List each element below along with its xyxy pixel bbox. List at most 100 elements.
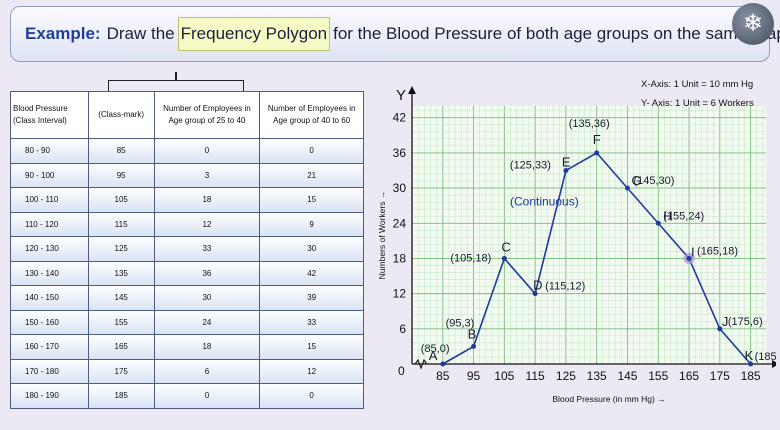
point-letter: D bbox=[533, 278, 542, 293]
x-tick-label: 105 bbox=[494, 369, 514, 383]
y-tick-label: 6 bbox=[399, 322, 406, 336]
cell-age-40-60: 42 bbox=[259, 260, 364, 286]
title-text-end: for the Blood Pressure of both age group… bbox=[333, 24, 780, 43]
data-point bbox=[563, 168, 569, 173]
cell-class-interval: 170 - 180 bbox=[10, 358, 89, 384]
table-row: 140 - 150 145 30 39 bbox=[10, 285, 364, 311]
point-coordinate-label: (85,0) bbox=[421, 343, 450, 355]
cell-class-mark: 155 bbox=[87, 309, 155, 335]
data-point bbox=[471, 343, 477, 349]
data-point bbox=[686, 255, 692, 261]
cell-age-40-60: 12 bbox=[259, 358, 364, 384]
cell-age-25-40: 0 bbox=[153, 383, 261, 409]
cell-age-25-40: 33 bbox=[153, 236, 261, 262]
cell-class-interval: 140 - 150 bbox=[10, 285, 89, 311]
x-tick-label: 145 bbox=[617, 369, 637, 383]
x-tick-label: 125 bbox=[556, 369, 576, 383]
cell-class-mark: 115 bbox=[87, 211, 155, 237]
point-coordinate-label: (105,18) bbox=[450, 252, 491, 264]
channel-logo-icon: ❄ bbox=[732, 3, 774, 45]
data-point bbox=[594, 150, 600, 156]
point-letter: A bbox=[429, 348, 438, 363]
cell-class-interval: 90 - 100 bbox=[10, 162, 89, 188]
point-coordinate-label: (175,6) bbox=[728, 316, 763, 328]
table-row: 180 - 190 185 0 0 bbox=[10, 383, 364, 409]
y-scale-note: Y- Axis: 1 Unit = 6 Workers bbox=[641, 98, 754, 109]
y-axis-letter: Y bbox=[396, 87, 406, 104]
y-axis-label: Numbers of Workers → bbox=[377, 191, 387, 280]
cell-class-interval: 150 - 160 bbox=[10, 309, 89, 335]
cell-class-mark: 125 bbox=[87, 236, 155, 262]
data-point bbox=[717, 326, 723, 332]
table-header-row: Blood Pressure (Class Interval) (Class-m… bbox=[10, 91, 364, 139]
header-age-40-60: Number of Employees in Age group of 40 t… bbox=[259, 91, 364, 139]
example-label: Example: bbox=[25, 24, 101, 43]
cell-age-25-40: 18 bbox=[153, 187, 261, 213]
table-row: 120 - 130 125 33 30 bbox=[10, 236, 364, 262]
point-coordinate-label: (185,0) bbox=[755, 351, 776, 363]
cell-class-mark: 95 bbox=[87, 162, 155, 188]
table-row: 110 - 120 115 12 9 bbox=[10, 211, 364, 237]
point-letter: I bbox=[691, 244, 695, 259]
point-coordinate-label: (115,12) bbox=[545, 281, 585, 293]
table-row: 150 - 160 155 24 33 bbox=[10, 309, 364, 335]
y-tick-label: 18 bbox=[393, 251, 407, 265]
data-point bbox=[748, 361, 754, 367]
x-axis-label: Blood Pressure (in mm Hg) → bbox=[552, 394, 665, 404]
data-point bbox=[440, 361, 446, 367]
cell-age-25-40: 12 bbox=[153, 211, 261, 237]
y-axis-arrow bbox=[408, 86, 416, 94]
cell-age-25-40: 3 bbox=[153, 162, 261, 188]
header-age-25-40: Number of Employees in Age group of 25 t… bbox=[153, 91, 261, 139]
cell-class-mark: 175 bbox=[87, 358, 155, 384]
y-tick-label: 42 bbox=[393, 111, 407, 125]
table-row: 80 - 90 85 0 0 bbox=[10, 138, 364, 164]
cell-class-interval: 160 - 170 bbox=[10, 334, 89, 360]
data-point bbox=[532, 291, 538, 297]
cell-class-mark: 145 bbox=[87, 285, 155, 311]
cell-age-25-40: 36 bbox=[153, 260, 261, 286]
plot-background bbox=[412, 106, 766, 364]
table-row: 90 - 100 95 3 21 bbox=[10, 162, 364, 188]
cell-age-40-60: 0 bbox=[259, 383, 364, 409]
x-tick-label: 155 bbox=[648, 369, 668, 383]
age-groups-bracket bbox=[108, 72, 244, 91]
cell-age-25-40: 30 bbox=[153, 285, 261, 311]
cell-age-40-60: 39 bbox=[259, 285, 364, 311]
title-banner: Example: Draw the Frequency Polygon for … bbox=[10, 6, 780, 62]
point-coordinate-label: (145,30) bbox=[633, 175, 674, 187]
cell-age-40-60: 30 bbox=[259, 236, 364, 262]
point-letter: H bbox=[663, 208, 672, 223]
cell-class-mark: 165 bbox=[87, 334, 155, 360]
point-letter: B bbox=[468, 326, 477, 341]
cell-age-40-60: 21 bbox=[259, 162, 364, 188]
cell-age-25-40: 6 bbox=[153, 358, 261, 384]
cell-class-interval: 130 - 140 bbox=[10, 260, 89, 286]
x-tick-label: 185 bbox=[741, 369, 761, 383]
y-tick-label: 24 bbox=[393, 216, 407, 230]
cell-class-interval: 180 - 190 bbox=[10, 383, 89, 409]
cell-age-40-60: 15 bbox=[259, 334, 364, 360]
point-letter: F bbox=[593, 132, 601, 147]
title-text-start: Draw the bbox=[106, 24, 175, 43]
cell-age-25-40: 0 bbox=[153, 138, 261, 164]
point-coordinate-label: (165,18) bbox=[697, 245, 738, 257]
y-tick-label: 12 bbox=[393, 287, 407, 301]
cell-age-40-60: 0 bbox=[259, 138, 364, 164]
cell-class-interval: 120 - 130 bbox=[10, 236, 89, 262]
cell-age-40-60: 9 bbox=[259, 211, 364, 237]
point-coordinate-label: (155,24) bbox=[663, 210, 704, 222]
point-letter: E bbox=[562, 155, 571, 170]
header-class-mark: (Class-mark) bbox=[87, 91, 155, 139]
cell-class-mark: 85 bbox=[87, 138, 155, 164]
point-letter: C bbox=[501, 239, 510, 254]
cell-age-25-40: 24 bbox=[153, 309, 261, 335]
frequency-table: Blood Pressure (Class Interval) (Class-m… bbox=[10, 91, 364, 409]
x-tick-label: 175 bbox=[710, 369, 730, 383]
x-scale-note: X-Axis: 1 Unit = 10 mm Hg bbox=[641, 79, 754, 90]
cell-age-40-60: 15 bbox=[259, 187, 364, 213]
table-row: 100 - 110 105 18 15 bbox=[10, 187, 364, 213]
point-letter: G bbox=[631, 173, 641, 188]
x-tick-label: 165 bbox=[679, 369, 699, 383]
cell-class-mark: 135 bbox=[87, 260, 155, 286]
